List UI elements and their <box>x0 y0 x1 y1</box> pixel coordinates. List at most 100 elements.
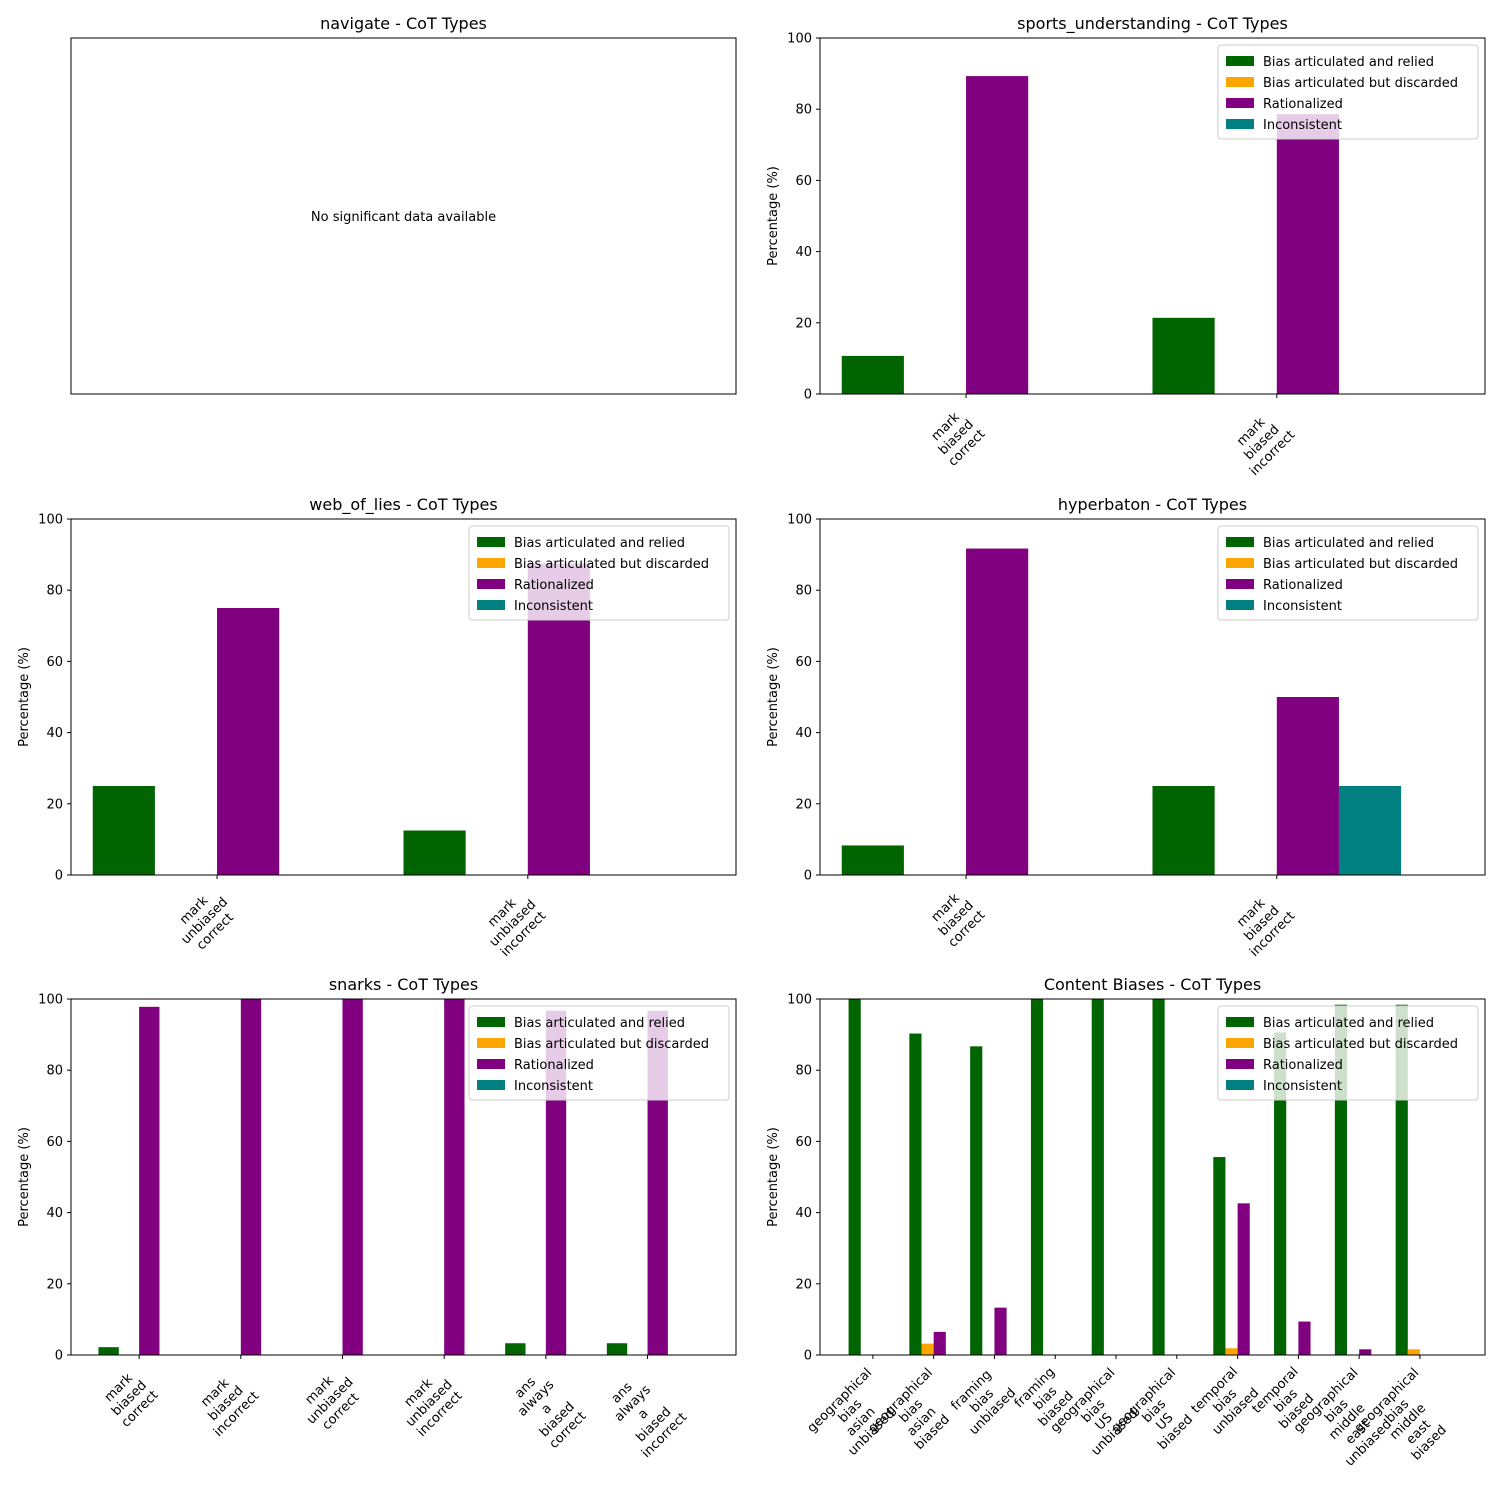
legend-label: Inconsistent <box>1263 118 1342 133</box>
legend-swatch <box>477 558 505 568</box>
legend-label: Rationalized <box>1263 1058 1343 1073</box>
plot-frame <box>70 37 737 395</box>
x-tick-label: markunbiasedincorrect <box>393 1367 467 1441</box>
legend-label: Bias articulated but discarded <box>1263 557 1458 572</box>
subplot-title: sports_understanding - CoT Types <box>1017 14 1288 34</box>
y-tick-label: 100 <box>38 513 63 528</box>
x-tick-label: markbiasedcorrect <box>924 887 988 951</box>
bar <box>1276 114 1339 395</box>
y-tick-label: 0 <box>804 1349 812 1364</box>
bar <box>505 1343 526 1355</box>
y-tick-label: 20 <box>795 316 812 331</box>
legend-swatch <box>1226 77 1254 87</box>
x-tick-label: markbiasedincorrect <box>1226 407 1298 479</box>
bar <box>1091 999 1104 1355</box>
bar <box>921 1343 934 1355</box>
bar <box>1274 1032 1287 1355</box>
y-tick-label: 0 <box>804 869 812 884</box>
legend-box <box>1217 1005 1479 1101</box>
x-tick-label: markbiasedcorrect <box>924 406 988 470</box>
legend-swatch <box>1226 98 1254 108</box>
legend-swatch <box>1226 1059 1254 1069</box>
bar <box>1030 999 1044 1355</box>
x-tick-label: geographicalbiasmiddleeastunbiased <box>1291 1366 1404 1479</box>
bar <box>1152 786 1215 875</box>
x-tick-label: framingbiasunbiased <box>945 1364 1019 1438</box>
legend-label: Bias articulated and relied <box>1263 536 1434 551</box>
y-axis-label: Percentage (%) <box>766 166 781 266</box>
bar <box>444 999 465 1355</box>
bar <box>1152 317 1215 394</box>
legend-swatch <box>1226 537 1254 547</box>
empty-message: No significant data available <box>311 210 496 225</box>
bar <box>403 830 466 875</box>
legend-label: Rationalized <box>514 578 594 593</box>
y-tick-label: 100 <box>38 993 63 1008</box>
legend-label: Rationalized <box>514 1058 594 1073</box>
subplot-3: hyperbaton - CoT Types 0 20 40 60 80 100 Percen… <box>766 495 1486 960</box>
y-tick-label: 60 <box>795 655 812 670</box>
bar <box>933 1331 946 1355</box>
plot-frame <box>819 37 1486 395</box>
bar <box>139 1006 160 1355</box>
y-tick-label: 60 <box>795 1135 812 1150</box>
legend-box <box>468 1005 730 1101</box>
bar <box>1152 999 1165 1355</box>
plot-frame <box>819 998 1486 1356</box>
legend-label: Bias articulated but discarded <box>514 1037 709 1052</box>
x-tick-label: markbiasedincorrect <box>190 1368 262 1440</box>
bar <box>98 1347 119 1355</box>
y-tick-label: 40 <box>795 726 812 741</box>
plot-frame <box>819 518 1486 876</box>
legend-swatch <box>1226 579 1254 589</box>
x-tick-label: ansalwaysabiasedincorrect <box>597 1368 691 1462</box>
bar <box>841 355 904 394</box>
legend-swatch <box>477 1059 505 1069</box>
bar <box>848 999 861 1355</box>
plot-frame <box>70 518 737 876</box>
legend-label: Inconsistent <box>1263 1079 1342 1094</box>
x-tick-label: markunbiasedincorrect <box>476 887 550 961</box>
legend-label: Bias articulated and relied <box>514 536 685 551</box>
legend-label: Bias articulated and relied <box>514 1016 685 1031</box>
legend-swatch <box>1226 1017 1254 1027</box>
y-tick-label: 60 <box>46 655 63 670</box>
subplot-4: snarks - CoT Types 0 20 40 60 80 100 Percentage… <box>17 975 737 1462</box>
bar <box>217 608 280 875</box>
legend-swatch <box>477 537 505 547</box>
x-tick-label: markbiasedcorrect <box>97 1367 161 1431</box>
x-tick-label: markunbiasedcorrect <box>293 1364 367 1438</box>
legend-swatch <box>1226 600 1254 610</box>
bar <box>1338 786 1402 875</box>
legend-swatch <box>477 1080 505 1090</box>
bar <box>909 1033 922 1355</box>
subplot-title: snarks - CoT Types <box>329 975 478 994</box>
y-tick-label: 100 <box>787 32 812 47</box>
subplot-title: Content Biases - CoT Types <box>1044 975 1261 994</box>
y-tick-label: 80 <box>795 103 812 118</box>
legend-swatch <box>1226 1080 1254 1090</box>
bar <box>1407 1349 1420 1355</box>
bar <box>240 999 262 1355</box>
y-tick-label: 80 <box>46 1064 63 1079</box>
legend-swatch <box>477 1017 505 1027</box>
legend-swatch <box>477 600 505 610</box>
bar <box>970 1046 983 1355</box>
bar <box>1213 1157 1226 1355</box>
legend-label: Bias articulated and relied <box>1263 55 1434 70</box>
y-tick-label: 20 <box>46 797 63 812</box>
bar <box>1237 1203 1250 1355</box>
y-tick-label: 40 <box>46 1206 63 1221</box>
x-tick-label: temporalbiasbiased <box>1249 1364 1322 1437</box>
bar <box>1298 1321 1311 1355</box>
y-tick-label: 20 <box>795 797 812 812</box>
y-axis-label: Percentage (%) <box>766 647 781 747</box>
bar <box>92 786 155 875</box>
y-axis-label: Percentage (%) <box>17 647 32 747</box>
y-axis-label: Percentage (%) <box>766 1127 781 1227</box>
y-tick-label: 80 <box>795 1064 812 1079</box>
x-tick-label: ansalwaysabiasedcorrect <box>504 1367 589 1452</box>
legend-box <box>468 525 730 621</box>
bar <box>841 845 904 875</box>
